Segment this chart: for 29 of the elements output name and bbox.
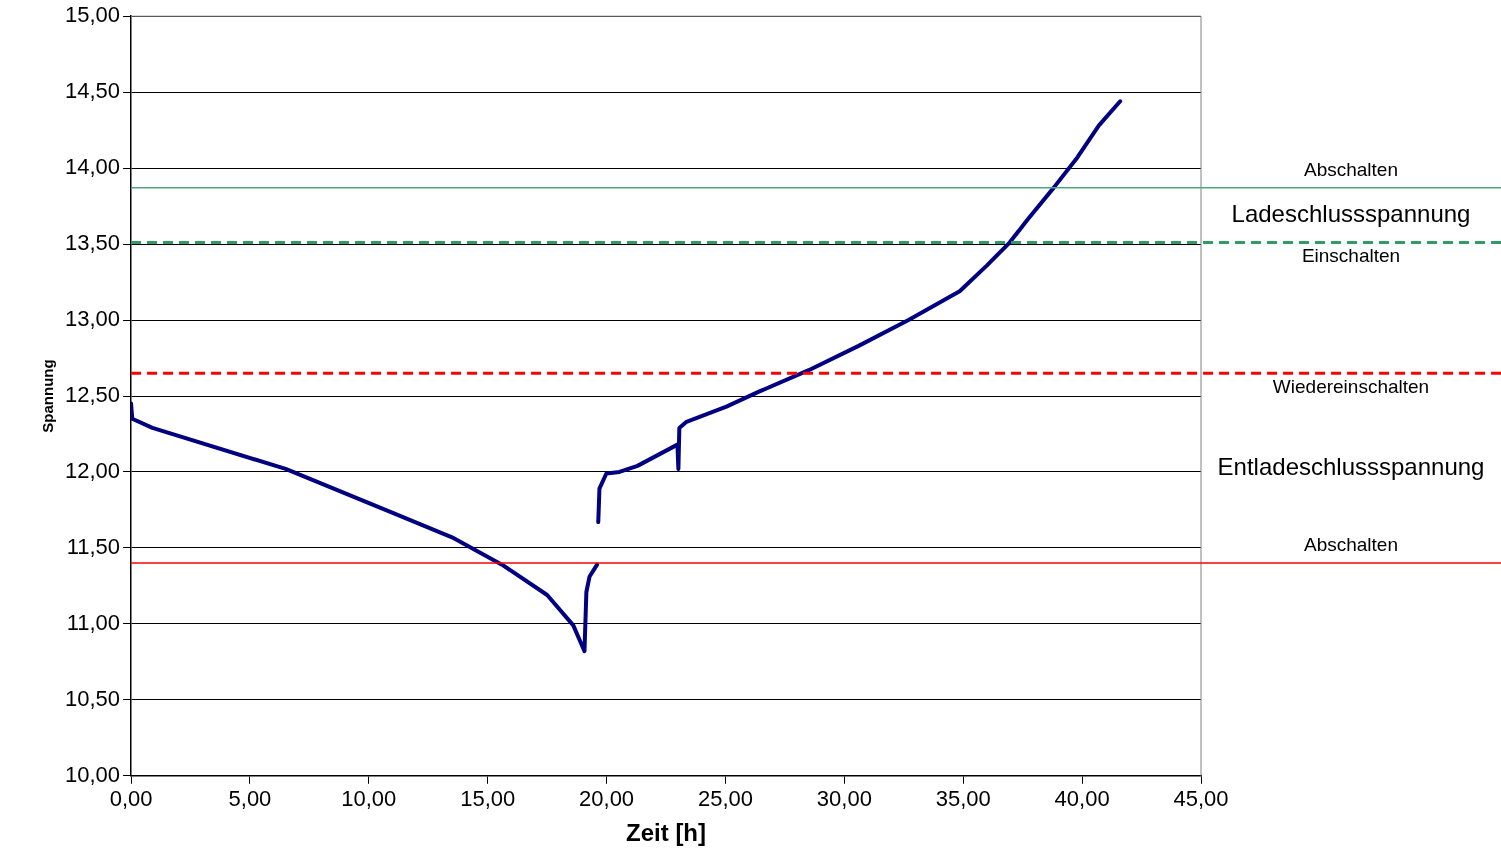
ref-line-label: Abschalten [1303,158,1399,180]
y-tick-label: 13,50 [64,230,121,256]
y-tick-label: 12,50 [64,382,121,408]
x-axis-title: Zeit [h] [626,819,707,847]
x-tick-label: 45,00 [1173,786,1229,812]
y-tick-label: 12,00 [64,458,121,484]
x-tick-label: 25,00 [697,786,753,812]
y-tick-label: 14,00 [64,154,121,180]
x-tick-label: 15,00 [460,786,516,812]
y-axis-title: Spannung [39,359,57,433]
x-tick-label: 40,00 [1054,786,1110,812]
text: Entladeschlussspannung [1217,452,1485,480]
y-tick-label: 15,00 [64,2,121,28]
x-tick-label: 10,00 [341,786,397,812]
x-tick-label: 0,00 [109,786,153,812]
y-tick-label: 11,00 [66,609,121,635]
x-tick-label: 30,00 [816,786,872,812]
ref-line-label: Abschalten [1303,533,1399,555]
ref-line-label: Wiedereinschalten [1272,375,1430,397]
text: Ladeschlussspannung [1231,199,1471,227]
y-tick-label: 13,00 [64,306,121,332]
x-tick-label: 5,00 [228,786,272,812]
y-tick-label: 11,50 [66,533,121,559]
y-tick-label: 10,50 [64,685,121,711]
y-tick-label: 14,50 [64,78,121,104]
x-tick-label: 35,00 [935,786,991,812]
ref-line-label: Einschalten [1301,245,1401,267]
y-tick-label: 10,00 [64,761,121,787]
x-tick-label: 20,00 [579,786,635,812]
